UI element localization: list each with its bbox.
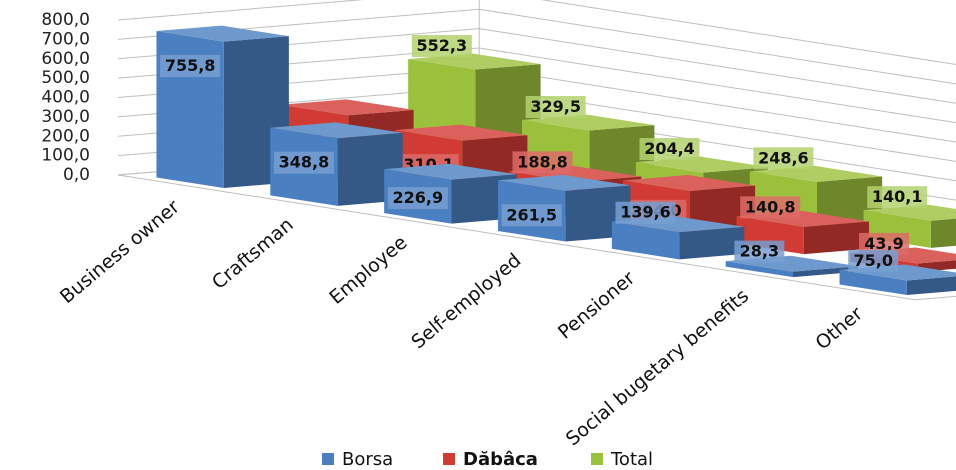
gridline bbox=[479, 47, 956, 124]
data-label-box bbox=[411, 35, 472, 58]
data-label-box bbox=[867, 186, 928, 209]
bar-front bbox=[156, 31, 224, 189]
data-label: 248,6 bbox=[758, 148, 809, 167]
bar-top bbox=[522, 114, 655, 131]
bar-front bbox=[725, 261, 794, 278]
x-tick-label: Other bbox=[811, 303, 867, 355]
bar-top bbox=[408, 53, 541, 70]
data-label-box bbox=[753, 147, 814, 170]
data-label-box bbox=[848, 249, 899, 272]
bar-top bbox=[270, 122, 403, 139]
bar-side bbox=[803, 221, 869, 255]
data-label-box bbox=[859, 232, 910, 255]
bar-front bbox=[611, 221, 680, 260]
data-label: 261,5 bbox=[506, 205, 557, 224]
bar-side bbox=[906, 276, 956, 295]
bar-side bbox=[679, 226, 745, 260]
x-tick-label: Pensioner bbox=[554, 267, 639, 344]
data-label: 140,8 bbox=[745, 197, 796, 216]
y-tick-label: 700,0 bbox=[41, 29, 90, 49]
legend-label: Borsa bbox=[342, 449, 393, 470]
data-label: 43,9 bbox=[864, 234, 903, 253]
gridline bbox=[479, 28, 956, 104]
bar-front bbox=[839, 269, 907, 295]
data-label: 139,6 bbox=[620, 203, 671, 222]
x-tick-label: Employee bbox=[325, 231, 411, 308]
bar: 261,5 bbox=[498, 174, 631, 242]
bar-side bbox=[930, 218, 956, 248]
legend-swatch bbox=[591, 453, 603, 465]
data-label-box bbox=[387, 187, 448, 210]
data-label-box bbox=[525, 96, 586, 119]
gridline bbox=[479, 86, 956, 162]
x-tick-label: Craftsman bbox=[208, 214, 298, 294]
y-tick-label: 600,0 bbox=[41, 49, 90, 69]
side-gridline bbox=[117, 0, 365, 21]
x-tick-label: Business owner bbox=[56, 196, 184, 308]
bar-top bbox=[156, 25, 289, 42]
y-tick-label: 100,0 bbox=[41, 146, 90, 166]
bar-top bbox=[635, 156, 769, 173]
data-label: 140,1 bbox=[872, 187, 923, 206]
y-tick-label: 800,0 bbox=[41, 10, 90, 30]
data-label-box bbox=[501, 204, 562, 227]
data-label: 348,8 bbox=[279, 153, 330, 172]
bar: 755,8 bbox=[156, 25, 289, 189]
bar: 75,0 bbox=[839, 249, 956, 295]
data-label: 329,5 bbox=[530, 97, 581, 116]
y-tick-label: 0,0 bbox=[63, 165, 90, 185]
data-label-box bbox=[740, 196, 801, 219]
gridline bbox=[540, 0, 956, 66]
data-label: 188,8 bbox=[517, 152, 568, 171]
bar-top bbox=[498, 174, 631, 191]
legend: Borsa Dăbâca Total bbox=[322, 449, 653, 470]
legend-label: Dăbâca bbox=[463, 449, 538, 470]
bar-top bbox=[863, 204, 956, 221]
x-tick-label: Self-employed bbox=[407, 249, 525, 353]
y-tick-label: 200,0 bbox=[41, 126, 90, 146]
bar: 226,9 bbox=[384, 163, 517, 224]
gridline bbox=[479, 66, 956, 143]
bar-top bbox=[394, 124, 528, 141]
data-label-box bbox=[160, 55, 221, 78]
data-label: 204,4 bbox=[644, 139, 695, 158]
bar-top bbox=[622, 175, 756, 192]
y-tick-label: 500,0 bbox=[41, 68, 90, 88]
bar-top bbox=[281, 99, 414, 116]
data-label: 75,0 bbox=[853, 251, 892, 270]
legend-swatch bbox=[322, 453, 334, 465]
data-label: 226,9 bbox=[393, 188, 444, 207]
legend-swatch bbox=[443, 453, 455, 465]
data-label-box bbox=[273, 151, 334, 174]
data-label-box bbox=[512, 151, 573, 174]
bar: 139,6 bbox=[611, 201, 745, 260]
data-label-box bbox=[615, 201, 676, 224]
data-label: 28,3 bbox=[740, 242, 779, 261]
legend-label: Total bbox=[610, 449, 653, 470]
bar-side bbox=[793, 266, 859, 278]
bar: 348,8 bbox=[270, 122, 403, 206]
data-label: 755,8 bbox=[165, 56, 216, 75]
bar-top bbox=[749, 165, 883, 182]
y-tick-label: 400,0 bbox=[41, 88, 90, 108]
gridline bbox=[479, 8, 956, 85]
bar: 28,3 bbox=[725, 240, 859, 278]
data-label-box bbox=[639, 138, 700, 161]
y-tick-label: 300,0 bbox=[41, 107, 90, 127]
data-label-box bbox=[734, 240, 785, 263]
bar-top bbox=[384, 163, 517, 180]
data-label: 552,3 bbox=[417, 36, 468, 55]
